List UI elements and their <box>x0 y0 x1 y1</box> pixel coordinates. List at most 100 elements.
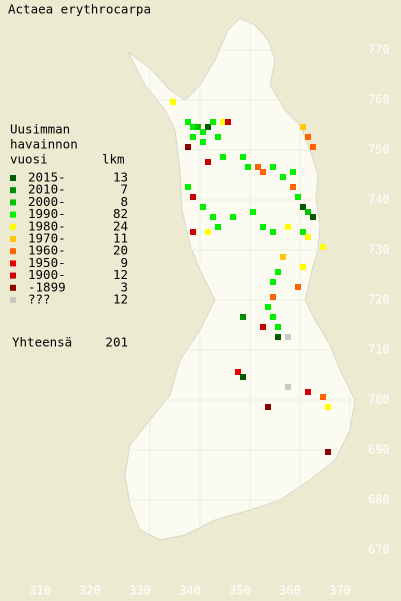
y-tick-label: 730 <box>368 243 390 257</box>
legend-swatch <box>10 199 16 206</box>
observation-square <box>205 124 211 130</box>
y-tick-label: 670 <box>368 543 390 557</box>
legend-count: 82 <box>113 206 128 221</box>
x-tick-label: 310 <box>29 584 51 598</box>
observation-square <box>325 404 331 410</box>
legend-count: 7 <box>120 182 128 197</box>
legend-count: 13 <box>113 170 128 185</box>
observation-square <box>205 229 211 235</box>
legend-swatch <box>10 297 16 303</box>
observation-square <box>300 204 306 210</box>
observation-square <box>295 284 301 290</box>
legend-label: 1980- <box>28 218 66 233</box>
legend-label: 2000- <box>28 194 66 209</box>
legend-header: havainnon <box>10 137 78 152</box>
legend-count: 9 <box>120 255 128 270</box>
total-label: Yhteensä <box>12 335 72 350</box>
observation-square <box>190 229 196 235</box>
observation-square <box>190 124 196 130</box>
y-tick-label: 720 <box>368 293 390 307</box>
observation-square <box>185 119 191 125</box>
x-tick-label: 330 <box>129 584 151 598</box>
observation-square <box>190 194 196 200</box>
observation-square <box>170 99 176 105</box>
observation-square <box>195 124 201 130</box>
x-tick-label: 370 <box>329 584 351 598</box>
y-tick-label: 740 <box>368 193 390 207</box>
observation-square <box>235 369 241 375</box>
observation-square <box>245 164 251 170</box>
observation-square <box>290 169 296 175</box>
legend-count: 20 <box>113 243 128 258</box>
observation-square <box>185 184 191 190</box>
observation-square <box>220 154 226 160</box>
legend-count: 24 <box>113 218 128 233</box>
legend-swatch <box>10 236 16 242</box>
y-tick-label: 760 <box>368 93 390 107</box>
observation-square <box>240 314 246 320</box>
observation-square <box>210 214 216 220</box>
legend-header: Uusimman <box>10 122 70 137</box>
legend-label: 2015- <box>28 170 66 185</box>
legend-label: 1900- <box>28 267 66 282</box>
y-tick-label: 710 <box>368 343 390 357</box>
observation-square <box>310 144 316 150</box>
observation-square <box>220 119 226 125</box>
observation-square <box>285 384 291 390</box>
observation-square <box>250 209 256 215</box>
observation-square <box>230 214 236 220</box>
y-tick-label: 770 <box>368 43 390 57</box>
legend-label: 1960- <box>28 243 66 258</box>
legend-swatch <box>10 187 16 194</box>
legend-count: 11 <box>113 231 128 246</box>
observation-square <box>295 194 301 200</box>
observation-square <box>240 374 246 380</box>
observation-square <box>260 169 266 175</box>
observation-square <box>305 234 311 240</box>
observation-square <box>305 134 311 140</box>
x-tick-label: 350 <box>229 584 251 598</box>
legend-swatch <box>10 284 16 291</box>
observation-square <box>260 224 266 230</box>
observation-square <box>185 144 191 150</box>
legend-swatch <box>10 260 16 267</box>
observation-square <box>265 404 271 410</box>
x-tick-label: 320 <box>79 584 101 598</box>
observation-square <box>270 164 276 170</box>
observation-square <box>280 254 286 260</box>
observation-square <box>275 324 281 330</box>
legend-swatch <box>10 272 16 279</box>
y-tick-label: 680 <box>368 493 390 507</box>
legend-count: 12 <box>113 292 128 307</box>
legend-header: vuosi <box>10 152 48 167</box>
observation-square <box>270 294 276 300</box>
observation-square <box>300 124 306 130</box>
legend-count: 12 <box>113 267 128 282</box>
observation-square <box>200 129 206 135</box>
observation-square <box>260 324 266 330</box>
observation-square <box>255 164 261 170</box>
finland-outline <box>124 17 356 541</box>
legend-label: 1950- <box>28 255 66 270</box>
legend-label: ??? <box>28 292 51 307</box>
observation-square <box>320 394 326 400</box>
y-tick-label: 700 <box>368 393 390 407</box>
observation-square <box>280 174 286 180</box>
observation-square <box>240 154 246 160</box>
title: Actaea erythrocarpa <box>8 2 151 17</box>
observation-square <box>320 244 326 250</box>
observation-square <box>265 304 271 310</box>
legend-count: 8 <box>120 194 128 209</box>
observation-square <box>215 134 221 140</box>
legend-label: 2010- <box>28 182 66 197</box>
observation-square <box>225 119 231 125</box>
observation-square <box>300 229 306 235</box>
legend-label: 1970- <box>28 231 66 246</box>
observation-square <box>305 209 311 215</box>
observation-square <box>270 229 276 235</box>
legend-count: 3 <box>120 279 128 294</box>
observation-square <box>210 119 216 125</box>
total: 201 <box>105 335 128 350</box>
x-tick-label: 340 <box>179 584 201 598</box>
